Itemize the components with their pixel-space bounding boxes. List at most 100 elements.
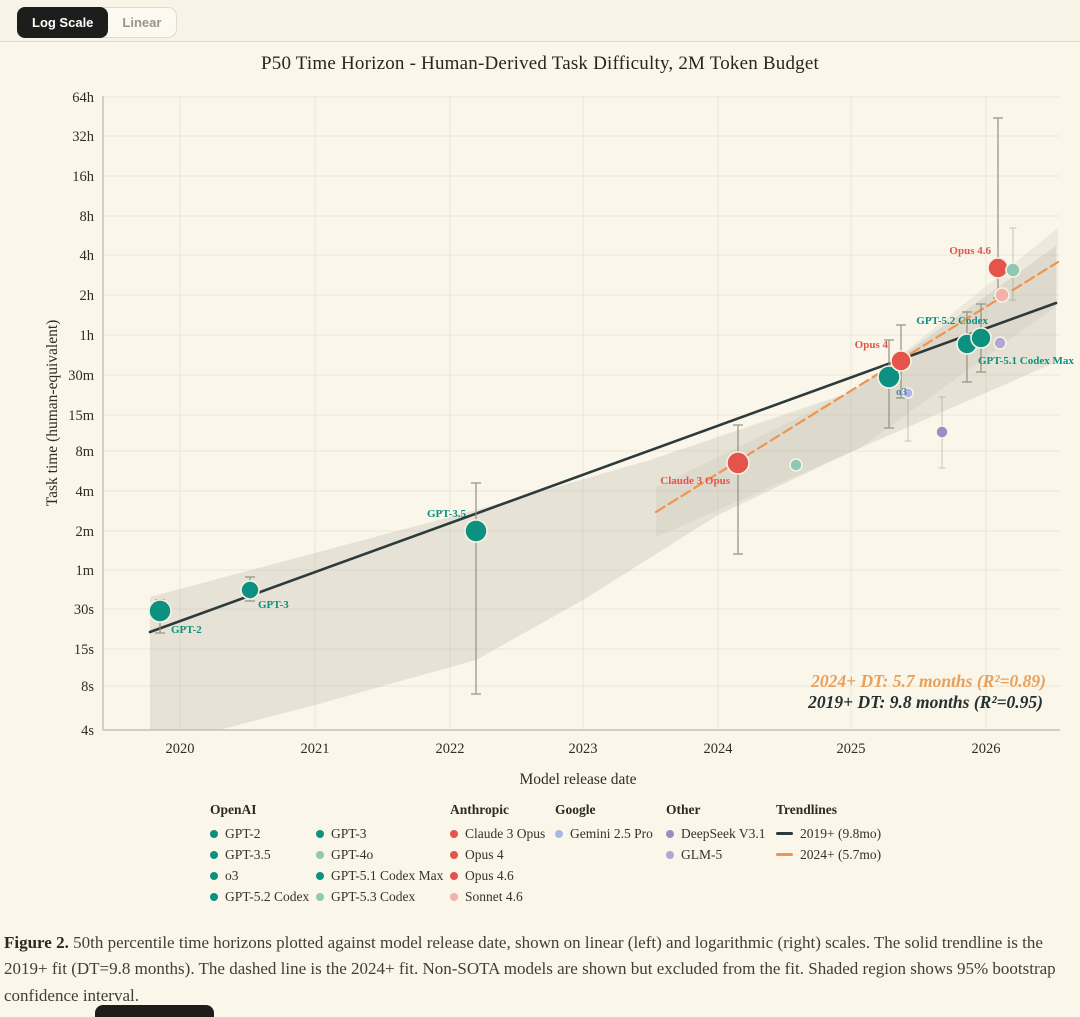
y-tick-label: 16h — [72, 169, 95, 185]
toolbar-strip — [0, 0, 1080, 42]
legend-item-label: GLM-5 — [681, 846, 723, 862]
legend-dot-swatch — [316, 850, 324, 859]
legend-line-swatch — [776, 832, 793, 835]
legend-dot-swatch — [450, 850, 458, 859]
x-tick-label: 2024 — [704, 741, 734, 757]
point-GPT-2[interactable] — [148, 599, 172, 623]
y-tick-label: 2m — [75, 524, 94, 540]
legend-item-label: Opus 4 — [465, 846, 504, 862]
legend-header: Anthropic — [450, 802, 510, 817]
y-tick-label: 4s — [81, 723, 94, 739]
trendline-2024-fit — [654, 260, 1060, 514]
y-tick-label: 64h — [72, 90, 95, 106]
legend-dot-swatch — [450, 829, 458, 838]
legend-item-label: GPT-5.3 Codex — [331, 888, 416, 904]
y-tick-label: 30s — [74, 602, 95, 618]
y-axis-title: Task time (human-equivalent) — [44, 320, 61, 507]
chart-legend: OpenAI GPT-2 GPT-3.5 o3 GPT-5.2 Codex GPT-3 GP… — [0, 802, 1080, 914]
legend-item-glm-5: GLM-5 — [666, 844, 765, 865]
legend-dot-swatch — [316, 892, 324, 901]
linear-button[interactable]: Linear — [107, 8, 176, 37]
legend-item-label: GPT-5.2 Codex — [225, 888, 310, 904]
legend-column-google: Google Gemini 2.5 Pro — [555, 802, 653, 844]
legend-dot-swatch — [210, 829, 218, 838]
cropped-toggle-button[interactable] — [95, 1005, 214, 1017]
legend-dot-swatch — [666, 829, 674, 838]
x-axis-title: Model release date — [519, 771, 636, 788]
y-tick-label: 8h — [80, 209, 95, 225]
point-Claude-3-Opus[interactable] — [726, 451, 750, 475]
legend-item-label: GPT-2 — [225, 825, 261, 841]
y-tick-label: 32h — [72, 129, 95, 145]
figure-caption-text: 50th percentile time horizons plotted ag… — [4, 933, 1056, 1005]
legend-item-deepseek-v3-1: DeepSeek V3.1 — [666, 823, 765, 844]
trend-annotation-0: 2024+ DT: 5.7 months (R²=0.89) — [810, 671, 1046, 691]
y-tick-label: 30m — [68, 368, 95, 384]
legend-column-anthropic: Anthropic Claude 3 Opus Opus 4 Opus 4.6 Sonn… — [450, 802, 545, 907]
legend-dot-swatch — [210, 892, 218, 901]
legend-column-openai: OpenAI GPT-2 GPT-3.5 o3 GPT-5.2 Codex — [210, 802, 309, 907]
chart-title: P50 Time Horizon - Human-Derived Task Di… — [261, 53, 819, 74]
legend-item-label: GPT-3 — [331, 825, 367, 841]
point-GPT-4o[interactable] — [789, 458, 803, 472]
legend-dot-swatch — [450, 871, 458, 880]
point-o3[interactable] — [877, 365, 901, 389]
point-DeepSeek-V3-1[interactable] — [935, 425, 949, 439]
point-label-GPT-2: GPT-2 — [171, 624, 202, 636]
point-label-Claude-3-Opus: Claude 3 Opus — [660, 475, 730, 487]
y-tick-label: 15s — [74, 642, 95, 658]
y-tick-label: 1m — [75, 563, 94, 579]
point-GPT-5-3-Codex[interactable] — [1005, 262, 1021, 278]
legend-item-gpt-3-5: GPT-3.5 — [210, 844, 309, 865]
legend-header: Other — [666, 802, 701, 817]
legend-item-2019-9-8mo-: 2019+ (9.8mo) — [776, 823, 881, 844]
x-tick-label: 2021 — [301, 741, 330, 757]
legend-item-gpt-5-2-codex: GPT-5.2 Codex — [210, 886, 309, 907]
legend-item-label: Sonnet 4.6 — [465, 888, 523, 904]
point-GPT-5-2-Codex[interactable] — [970, 327, 992, 349]
error-bar-Claude-3-Opus — [733, 424, 743, 555]
legend-item-gpt-4o: GPT-4o — [316, 844, 443, 865]
legend-dot-swatch — [210, 871, 218, 880]
error-bar-GPT-3-5 — [471, 482, 481, 695]
legend-dot-swatch — [555, 829, 563, 838]
point-Opus-4[interactable] — [890, 350, 912, 372]
trend-annotation-1: 2019+ DT: 9.8 months (R²=0.95) — [807, 692, 1043, 712]
legend-item-label: o3 — [225, 867, 239, 883]
legend-item-sonnet-4-6: Sonnet 4.6 — [450, 886, 545, 907]
x-tick-label: 2023 — [569, 741, 598, 757]
point-label-GPT-5-2-Codex: GPT-5.2 Codex — [916, 315, 988, 327]
legend-column-other: Other DeepSeek V3.1 GLM-5 — [666, 802, 765, 865]
legend-header: Google — [555, 802, 596, 817]
x-tick-label: 2020 — [166, 741, 195, 757]
point-GPT-3-5[interactable] — [464, 519, 488, 543]
legend-dot-swatch — [450, 892, 458, 901]
scatter-plot: GPT-2 GPT-3 GPT-3.5 Claude 3 Opus o3 Opus 4 GP… — [44, 90, 1074, 788]
log-scale-button[interactable]: Log Scale — [17, 7, 109, 38]
point-Opus-4-6[interactable] — [987, 257, 1009, 279]
x-tick-label: 2022 — [436, 741, 465, 757]
legend-column-trendlines: Trendlines 2019+ (9.8mo) 2024+ (5.7mo) — [776, 802, 881, 865]
legend-dot-swatch — [316, 829, 324, 838]
legend-item-opus-4-6: Opus 4.6 — [450, 865, 545, 886]
scale-toggle: Log Scale Linear — [17, 7, 178, 38]
point-GPT-3[interactable] — [240, 580, 260, 600]
figure-caption: Figure 2. 50th percentile time horizons … — [0, 930, 1080, 1009]
legend-item-opus-4: Opus 4 — [450, 844, 545, 865]
legend-item-gpt-2: GPT-2 — [210, 823, 309, 844]
legend-item-claude-3-opus: Claude 3 Opus — [450, 823, 545, 844]
legend-line-swatch — [776, 853, 793, 856]
legend-item-label: 2019+ (9.8mo) — [800, 825, 882, 841]
point-GLM-5[interactable] — [993, 336, 1007, 350]
point-Gemini-2-5-Pro[interactable] — [902, 387, 914, 399]
point-label-GPT-3: GPT-3 — [258, 599, 289, 611]
legend-column-openai-2: GPT-3 GPT-4o GPT-5.1 Codex Max GPT-5.3 Code… — [316, 802, 443, 907]
point-Sonnet-4-6[interactable] — [994, 287, 1010, 303]
legend-item-label: DeepSeek V3.1 — [681, 825, 766, 841]
legend-item-gpt-3: GPT-3 — [316, 823, 443, 844]
y-tick-label: 1h — [80, 328, 95, 344]
legend-item-label: Gemini 2.5 Pro — [570, 825, 653, 841]
legend-dot-swatch — [316, 871, 324, 880]
point-label-o3: o3 — [896, 386, 908, 398]
legend-dot-swatch — [210, 850, 218, 859]
